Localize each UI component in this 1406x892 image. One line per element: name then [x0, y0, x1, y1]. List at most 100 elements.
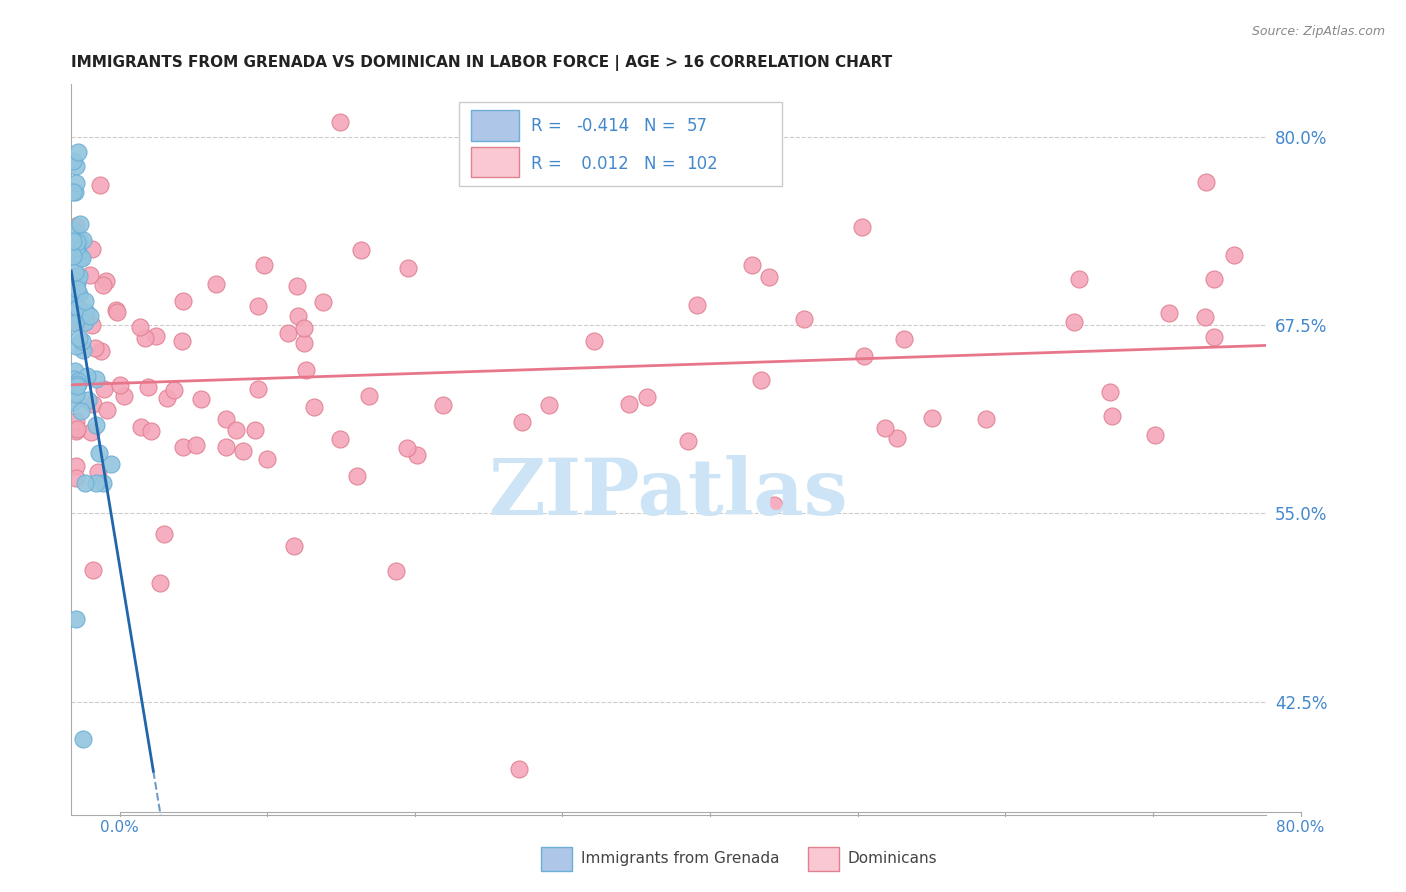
Point [243, 424, 266, 438]
Point [65, 219, 87, 233]
Point [346, 469, 368, 483]
Point [84, 417, 107, 432]
Point [349, 243, 371, 257]
Point [129, 320, 152, 334]
Point [139, 425, 162, 439]
Point [312, 294, 335, 309]
Point [190, 392, 212, 406]
Point [69, 217, 91, 231]
Point [65, 269, 87, 284]
Point [676, 434, 699, 448]
Point [247, 382, 270, 396]
Point [385, 564, 408, 578]
Point [86, 465, 108, 479]
Point [65, 315, 87, 329]
Point [406, 448, 429, 462]
Text: 102: 102 [686, 155, 718, 173]
Point [285, 278, 308, 293]
Point [156, 391, 179, 405]
Point [749, 373, 772, 387]
Point [65, 458, 87, 473]
Point [396, 260, 419, 275]
Point [395, 441, 418, 455]
Point [65, 241, 87, 255]
Text: -0.414: -0.414 [576, 117, 630, 136]
Text: Immigrants from Grenada: Immigrants from Grenada [581, 851, 779, 865]
Point [63, 364, 86, 378]
Point [136, 380, 159, 394]
Text: Dominicans: Dominicans [848, 851, 938, 865]
Point [149, 576, 172, 591]
Point [145, 328, 167, 343]
Point [77, 392, 100, 407]
Point [105, 305, 128, 319]
Point [65, 413, 87, 427]
Point [62, 395, 84, 409]
Point [72, 343, 94, 358]
Point [741, 258, 763, 272]
Point [90, 343, 112, 358]
Point [232, 444, 254, 458]
Point [62, 309, 84, 323]
Point [79, 309, 101, 323]
Point [63, 316, 86, 330]
Point [215, 440, 238, 454]
Point [1143, 428, 1166, 442]
Point [153, 527, 176, 541]
Point [67, 286, 90, 301]
Point [172, 440, 194, 454]
Point [94, 274, 117, 288]
Point [287, 309, 309, 323]
Point [67, 331, 90, 345]
Point [357, 389, 380, 403]
Point [170, 334, 193, 348]
Point [1195, 175, 1218, 189]
FancyBboxPatch shape [471, 146, 519, 178]
FancyBboxPatch shape [471, 110, 519, 141]
Point [82, 397, 104, 411]
Point [72, 251, 94, 265]
Point [76, 369, 98, 384]
Point [66, 374, 89, 388]
Point [172, 293, 194, 308]
Text: N =: N = [644, 155, 676, 173]
Text: Source: ZipAtlas.com: Source: ZipAtlas.com [1251, 25, 1385, 38]
Point [893, 332, 915, 346]
Text: 57: 57 [686, 117, 707, 136]
Point [75, 305, 97, 319]
Point [79, 268, 101, 282]
Point [292, 335, 315, 350]
Point [1157, 305, 1180, 319]
Point [62, 234, 84, 248]
Point [80, 425, 103, 439]
Point [617, 397, 640, 411]
Point [66, 379, 89, 393]
Point [853, 349, 876, 363]
Point [225, 423, 247, 437]
Point [292, 321, 315, 335]
Point [72, 732, 94, 747]
Point [65, 269, 87, 284]
Text: R =: R = [531, 155, 567, 173]
FancyBboxPatch shape [460, 102, 782, 186]
Point [134, 331, 156, 345]
Point [67, 233, 90, 247]
Point [82, 243, 104, 257]
Text: 80.0%: 80.0% [1277, 821, 1324, 835]
Point [1194, 310, 1216, 325]
Point [82, 563, 104, 577]
Text: 0.012: 0.012 [576, 155, 628, 173]
Point [793, 312, 815, 326]
Point [75, 294, 97, 309]
Point [73, 476, 96, 491]
Point [246, 300, 269, 314]
Point [66, 145, 89, 160]
Point [886, 431, 908, 445]
Point [277, 326, 299, 340]
Point [636, 390, 658, 404]
Point [432, 398, 454, 412]
Point [1202, 272, 1225, 286]
Point [537, 398, 560, 412]
Point [65, 387, 87, 401]
Point [100, 457, 122, 471]
